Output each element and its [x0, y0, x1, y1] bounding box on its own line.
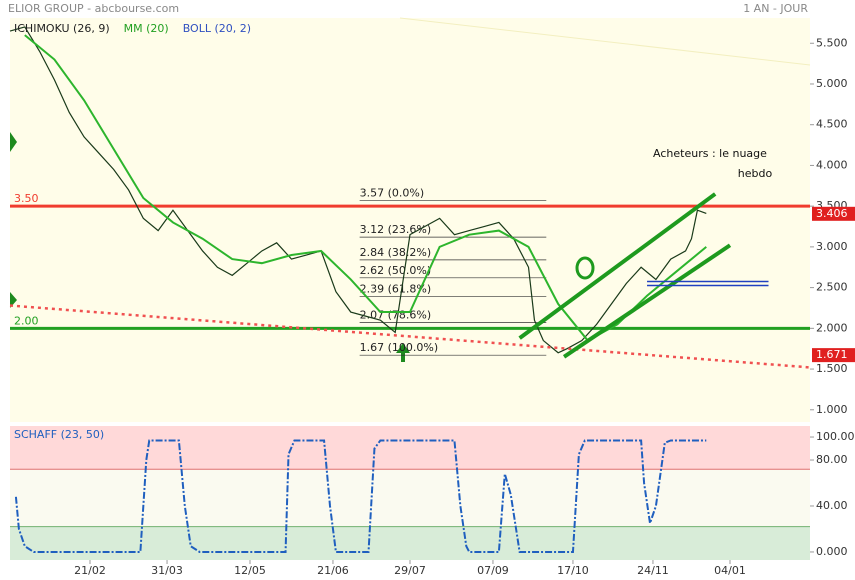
x-tick-label: 12/05 — [234, 564, 266, 577]
indicator-title: SCHAFF (23, 50) — [14, 428, 104, 441]
fib-label: 2.07 (78.6%) — [360, 309, 432, 322]
fib-label: 2.39 (61.8%) — [360, 283, 432, 296]
x-tick-label: 21/02 — [74, 564, 106, 577]
y-tick-label: 4.500 — [816, 118, 848, 131]
price-tag-label: 1.671 — [816, 348, 848, 361]
x-tick-label: 29/07 — [394, 564, 426, 577]
y-tick-label: 1.500 — [816, 362, 848, 375]
decor-line — [399, 17, 811, 66]
arrow-icon — [396, 343, 410, 362]
fib-label: 2.62 (50.0%) — [360, 264, 432, 277]
trendline — [562, 243, 732, 359]
y-tick-label: 2.500 — [816, 281, 848, 294]
y-tick-label: 2.000 — [816, 321, 848, 334]
arrow-icon — [10, 292, 17, 308]
fib-label: 2.84 (38.2%) — [360, 246, 432, 259]
price-tag — [812, 348, 855, 363]
y-tick-label: 0.000 — [816, 545, 848, 558]
trendline — [9, 304, 811, 369]
y-tick-label: 4.000 — [816, 158, 848, 171]
header-title: ELIOR GROUP - abcbourse.com — [8, 2, 179, 15]
y-tick-label: 5.500 — [816, 36, 848, 49]
trendline — [518, 192, 717, 340]
x-tick-label: 04/01 — [714, 564, 746, 577]
price-tag — [812, 206, 855, 221]
y-tick-label: 80.00 — [816, 453, 848, 466]
level-label: 3.50 — [14, 192, 39, 205]
annotation: Acheteurs : le nuage — [653, 147, 767, 160]
x-tick-label: 07/09 — [477, 564, 509, 577]
y-tick-label: 40.00 — [816, 499, 848, 512]
x-tick-label: 17/10 — [557, 564, 589, 577]
oversold-zone — [10, 526, 810, 560]
legend-entry: BOLL (20, 2) — [183, 22, 251, 35]
legend-entry: ICHIMOKU (26, 9) — [14, 22, 110, 35]
legend-entry: MM (20) — [124, 22, 169, 35]
circle-annotation — [575, 256, 595, 280]
fib-label: 1.67 (100.0%) — [360, 341, 439, 354]
arrow-icon — [10, 132, 17, 152]
series-line — [14, 439, 707, 553]
y-tick-label: 3.000 — [816, 240, 848, 253]
overbought-zone — [10, 426, 810, 470]
series-line — [9, 26, 707, 354]
header-period: 1 AN - JOUR — [743, 2, 808, 15]
level-label: 2.00 — [14, 314, 39, 327]
x-tick-label: 24/11 — [637, 564, 669, 577]
x-tick-label: 21/06 — [317, 564, 349, 577]
y-tick-label: 5.000 — [816, 77, 848, 90]
y-tick-label: 1.000 — [816, 403, 848, 416]
price-tag-label: 3.406 — [816, 207, 848, 220]
x-tick-label: 31/03 — [151, 564, 183, 577]
fib-label: 3.57 (0.0%) — [360, 186, 425, 199]
annotation: hebdo — [738, 167, 773, 180]
plot-background — [10, 18, 810, 422]
y-tick-label: 100.00 — [816, 430, 855, 443]
